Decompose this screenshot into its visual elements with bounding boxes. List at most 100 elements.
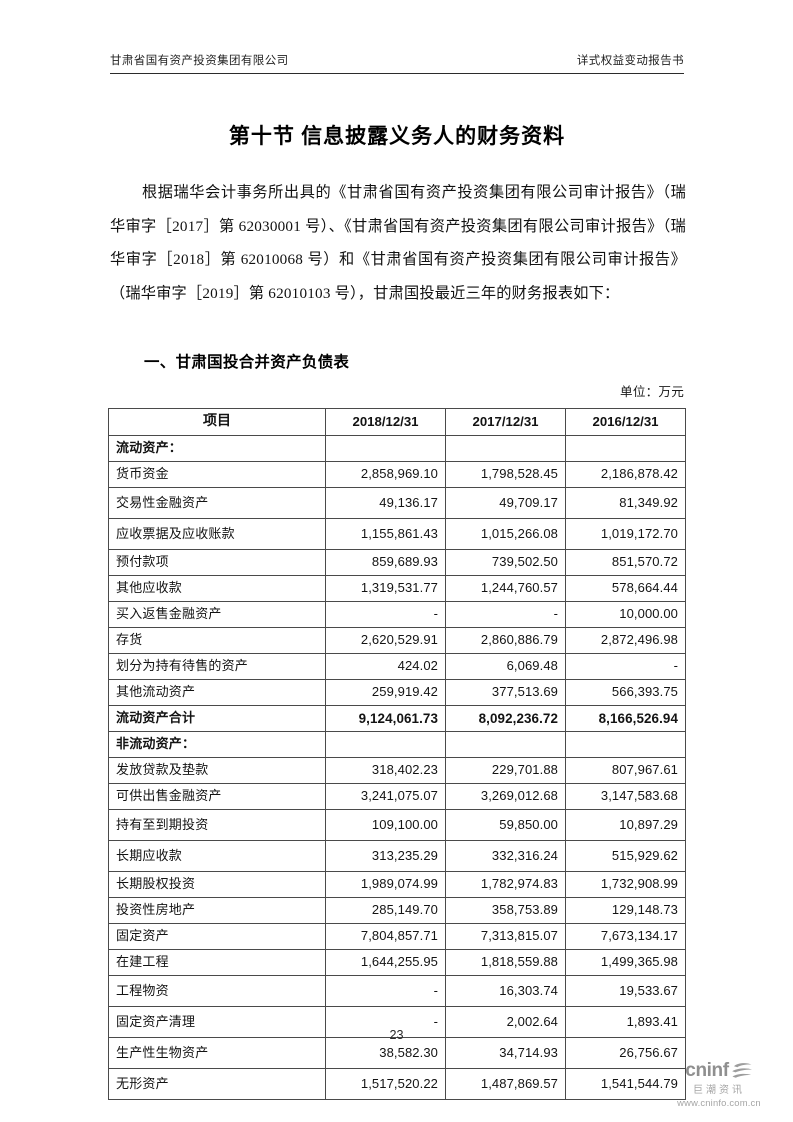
row-value-cell: 26,756.67 — [565, 1037, 686, 1069]
row-value-cell: - — [565, 653, 686, 680]
column-header-2018: 2018/12/31 — [325, 408, 446, 436]
row-value-cell: 2,620,529.91 — [325, 627, 446, 654]
running-header: 甘肃省国有资产投资集团有限公司 详式权益变动报告书 — [110, 52, 684, 74]
table-row: 其他应收款 1,319,531.77 1,244,760.57 578,664.44 — [108, 575, 686, 602]
table-row: 其他流动资产 259,919.42 377,513.69 566,393.75 — [108, 679, 686, 706]
row-value-cell: 59,850.00 — [445, 809, 566, 841]
row-value-cell: 1,517,520.22 — [325, 1068, 446, 1100]
row-value-cell: 1,818,559.88 — [445, 949, 566, 976]
row-value-cell: 49,136.17 — [325, 487, 446, 519]
row-item-label: 固定资产 — [108, 923, 326, 950]
unit-note: 单位：万元 — [620, 385, 684, 399]
table-row: 固定资产 7,804,857.71 7,313,815.07 7,673,134.17 — [108, 923, 686, 950]
row-value-cell: 1,487,869.57 — [445, 1068, 566, 1100]
subsection-heading: 一、甘肃国投合并资产负债表 — [144, 354, 350, 371]
row-item-label: 长期应收款 — [108, 840, 326, 872]
column-header-item: 项目 — [108, 408, 326, 436]
row-value-cell: 7,804,857.71 — [325, 923, 446, 950]
row-item-label: 应收票据及应收账款 — [108, 518, 326, 550]
row-value-cell: - — [325, 975, 446, 1007]
row-value-cell: 109,100.00 — [325, 809, 446, 841]
row-value-cell: 10,897.29 — [565, 809, 686, 841]
row-item-label: 持有至到期投资 — [108, 809, 326, 841]
row-value-cell: 377,513.69 — [445, 679, 566, 706]
row-value-cell: 81,349.92 — [565, 487, 686, 519]
row-value-cell: 1,155,861.43 — [325, 518, 446, 550]
row-value-cell: - — [445, 601, 566, 628]
row-item-label: 存货 — [108, 627, 326, 654]
table-row: 买入返售金融资产 - -10,000.00 — [108, 601, 686, 628]
row-value-cell: - — [325, 1006, 446, 1038]
table-row: 货币资金 2,858,969.10 1,798,528.45 2,186,878.42 — [108, 461, 686, 488]
logo-url: www.cninfo.com.cn — [677, 1097, 761, 1108]
row-value-cell: 2,872,496.98 — [565, 627, 686, 654]
balance-sheet-table: 项目 2018/12/31 2017/12/31 2016/12/31 流动资产… — [108, 408, 686, 1100]
row-value-cell: 129,148.73 — [565, 897, 686, 924]
row-item-label: 其他流动资产 — [108, 679, 326, 706]
row-value-cell — [445, 435, 566, 462]
cninfo-swirl-icon — [731, 1062, 752, 1078]
row-item-label: 流动资产合计 — [108, 705, 326, 732]
row-value-cell: 8,166,526.94 — [565, 705, 686, 732]
row-value-cell: 332,316.24 — [445, 840, 566, 872]
row-item-label: 工程物资 — [108, 975, 326, 1007]
row-item-label: 发放贷款及垫款 — [108, 757, 326, 784]
row-value-cell — [325, 435, 446, 462]
row-item-label: 货币资金 — [108, 461, 326, 488]
row-value-cell: 1,499,365.98 — [565, 949, 686, 976]
row-item-label: 生产性生物资产 — [108, 1037, 326, 1069]
row-value-cell: 7,313,815.07 — [445, 923, 566, 950]
row-item-label: 长期股权投资 — [108, 871, 326, 898]
table-row: 流动资产合计 9,124,061.73 8,092,236.72 8,166,526.… — [108, 705, 686, 732]
row-item-label: 预付款项 — [108, 549, 326, 576]
row-value-cell: 1,989,074.99 — [325, 871, 446, 898]
row-item-label: 可供出售金融资产 — [108, 783, 326, 810]
table-header-row: 项目 2018/12/31 2017/12/31 2016/12/31 — [108, 408, 686, 436]
table-row: 划分为持有待售的资产 424.02 6,069.48- — [108, 653, 686, 680]
row-item-label: 流动资产： — [108, 435, 326, 462]
row-value-cell: 2,858,969.10 — [325, 461, 446, 488]
table-row: 应收票据及应收账款 1,155,861.43 1,015,266.08 1,019,1… — [108, 518, 686, 550]
row-value-cell: - — [325, 601, 446, 628]
logo-wordmark: cninf — [685, 1060, 729, 1081]
row-value-cell: 1,782,974.83 — [445, 871, 566, 898]
row-value-cell: 313,235.29 — [325, 840, 446, 872]
row-item-label: 买入返售金融资产 — [108, 601, 326, 628]
table-row: 流动资产： — [108, 435, 686, 462]
table-row: 无形资产 1,517,520.22 1,487,869.57 1,541,544.79 — [108, 1068, 686, 1100]
row-item-label: 固定资产清理 — [108, 1006, 326, 1038]
table-row: 可供出售金融资产 3,241,075.07 3,269,012.68 3,147,58… — [108, 783, 686, 810]
table-row: 存货 2,620,529.91 2,860,886.79 2,872,496.98 — [108, 627, 686, 654]
row-value-cell: 3,147,583.68 — [565, 783, 686, 810]
row-value-cell — [445, 731, 566, 758]
row-value-cell: 424.02 — [325, 653, 446, 680]
row-value-cell: 8,092,236.72 — [445, 705, 566, 732]
table-row: 非流动资产： — [108, 731, 686, 758]
row-value-cell: 9,124,061.73 — [325, 705, 446, 732]
table-row: 在建工程 1,644,255.95 1,818,559.88 1,499,365.98 — [108, 949, 686, 976]
row-value-cell: 3,269,012.68 — [445, 783, 566, 810]
column-header-2016: 2016/12/31 — [565, 408, 686, 436]
row-value-cell: 1,732,908.99 — [565, 871, 686, 898]
row-value-cell: 739,502.50 — [445, 549, 566, 576]
row-value-cell: 19,533.67 — [565, 975, 686, 1007]
row-value-cell: 1,015,266.08 — [445, 518, 566, 550]
row-value-cell: 6,069.48 — [445, 653, 566, 680]
row-value-cell: 1,798,528.45 — [445, 461, 566, 488]
row-item-label: 在建工程 — [108, 949, 326, 976]
header-report-type: 详式权益变动报告书 — [576, 55, 684, 67]
table-row: 交易性金融资产 49,136.17 49,709.17 81,349.92 — [108, 487, 686, 519]
row-value-cell: 3,241,075.07 — [325, 783, 446, 810]
column-header-2017: 2017/12/31 — [445, 408, 566, 436]
row-value-cell: 49,709.17 — [445, 487, 566, 519]
row-value-cell: 1,319,531.77 — [325, 575, 446, 602]
row-item-label: 非流动资产： — [108, 731, 326, 758]
table-row: 持有至到期投资 109,100.00 59,850.00 10,897.29 — [108, 809, 686, 841]
row-value-cell: 318,402.23 — [325, 757, 446, 784]
logo-mark-row: cninf — [663, 1060, 775, 1082]
row-value-cell: 1,541,544.79 — [565, 1068, 686, 1100]
table-row: 长期应收款 313,235.29 332,316.24 515,929.62 — [108, 840, 686, 872]
table-row: 发放贷款及垫款 318,402.23 229,701.88 807,967.61 — [108, 757, 686, 784]
row-value-cell: 2,186,878.42 — [565, 461, 686, 488]
